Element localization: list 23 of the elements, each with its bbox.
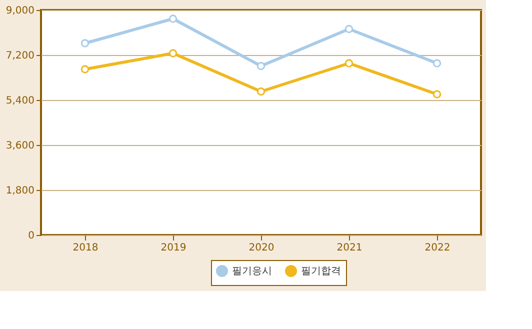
- x-tick-label: 2022: [424, 242, 450, 254]
- point: [344, 59, 354, 68]
- point: [168, 14, 178, 23]
- point: [80, 65, 90, 74]
- point: [80, 39, 90, 48]
- x-tick-label: 2021: [336, 242, 362, 254]
- y-tick-label: 3,600: [6, 140, 34, 152]
- y-tick-label: 0: [28, 230, 34, 242]
- point: [344, 24, 354, 34]
- x-tick-label: 2019: [160, 242, 186, 254]
- x-tick-label: 2020: [248, 242, 274, 254]
- point: [256, 62, 266, 70]
- point: [432, 59, 442, 68]
- y-tick-label: 9,000: [6, 6, 34, 16]
- y-tick-label: 5,400: [6, 96, 34, 106]
- legend-label: 필기응시: [232, 266, 272, 277]
- y-tick-label: 1,800: [6, 186, 34, 196]
- point: [256, 87, 266, 96]
- y-tick-label: 7,200: [6, 50, 34, 62]
- x-tick-label: 2018: [72, 242, 98, 254]
- point: [168, 49, 178, 58]
- point: [432, 90, 442, 98]
- legend-label: 필기합격: [301, 266, 341, 277]
